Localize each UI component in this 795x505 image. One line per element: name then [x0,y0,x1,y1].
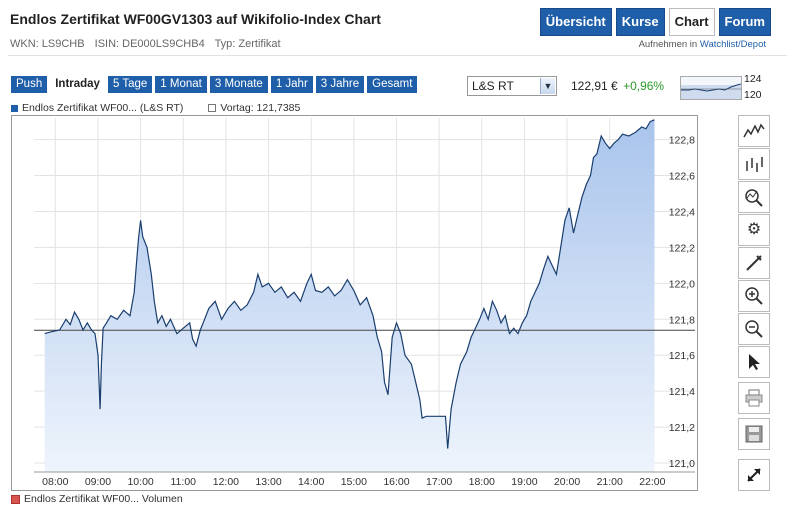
x-tick-label: 17:00 [426,476,452,488]
indicator-icon[interactable] [738,181,770,213]
y-tick-label: 121,8 [669,314,695,326]
draw-icon[interactable] [738,247,770,279]
mini-chart-svg [681,83,742,99]
x-tick-label: 18:00 [469,476,495,488]
y-tick-label: 122,6 [669,171,695,183]
x-tick-label: 20:00 [554,476,580,488]
tab-5-tage[interactable]: 5 Tage [107,76,153,93]
previous-swatch [208,104,217,113]
y-tick-label: 122,4 [669,206,695,218]
wkn-label: WKN: LS9CHB [10,38,85,50]
x-tick-label: 19:00 [511,476,537,488]
zoom-out-icon[interactable] [738,313,770,345]
price-chart-svg: 08:00 09:00 10:00 11:00 12:00 13:00 14:00 15:00… [34,118,695,488]
x-tick-label: 09:00 [85,476,111,488]
series-area [44,119,655,473]
tab-push[interactable]: Push [11,76,48,93]
x-tick-label: 11:00 [171,476,197,488]
nav-chart-button[interactable]: Chart [668,8,715,36]
x-tick-label: 22:00 [639,476,665,488]
mini-chart-high: 124 [744,73,762,85]
x-tick-label: 14:00 [298,476,324,488]
watchlist-link[interactable]: Watchlist/Depot [699,39,766,50]
nav-forum-button[interactable]: Forum [718,8,771,36]
volume-swatch [11,494,20,504]
exchange-select-value: L&S RT [472,79,514,93]
quote-change: +0,96% [623,79,665,93]
volume-legend: Endlos Zertifikat WF00... Volumen [11,493,183,505]
security-meta: WKN: LS9CHB ISIN: DE000LS9CHB4 Typ: Zert… [10,38,288,50]
tab-1-monat[interactable]: 1 Monat [155,76,207,93]
settings-icon[interactable]: ⚙ [738,214,770,246]
legend-series: Endlos Zertifikat WF00... (L&S RT) [22,102,184,114]
zoom-in-icon[interactable] [738,280,770,312]
x-tick-label: 08:00 [42,476,68,488]
y-tick-label: 121,6 [669,350,695,362]
x-tick-label: 21:00 [597,476,623,488]
x-tick-label: 16:00 [383,476,409,488]
tab-3-jahre[interactable]: 3 Jahre [315,76,365,93]
y-tick-label: 121,4 [669,386,695,398]
x-tick-label: 12:00 [213,476,239,488]
chevron-down-icon[interactable]: ▼ [540,78,555,94]
tab-1-jahr[interactable]: 1 Jahr [270,76,313,93]
tab-3-monate[interactable]: 3 Monate [209,76,268,93]
timeframe-tabs: Push Intraday 5 Tage 1 Monat 3 Monate 1 … [11,76,418,93]
line-chart-icon[interactable] [738,115,770,147]
header-divider [8,55,787,56]
ohlc-chart-icon[interactable] [738,148,770,180]
y-tick-label: 122,2 [669,242,695,254]
page-title: Endlos Zertifikat WF00GV1303 auf Wikifol… [10,11,381,27]
mini-overview-chart[interactable] [680,76,742,100]
series-line [44,119,655,449]
series-swatch [11,104,18,112]
y-tick-label: 122,0 [669,278,695,290]
type-label: Typ: Zertifikat [214,38,281,50]
y-tick-label: 122,8 [669,135,695,147]
chart-legend: Endlos Zertifikat WF00... (L&S RT) Vorta… [11,102,300,114]
tab-intraday[interactable]: Intraday [50,76,105,93]
x-tick-label: 13:00 [255,476,281,488]
x-tick-label: 15:00 [341,476,367,488]
pointer-icon[interactable] [738,346,770,378]
price-chart[interactable]: 08:00 09:00 10:00 11:00 12:00 13:00 14:00 15:00… [11,115,698,491]
quote-display: 122,91 € +0,96% [571,79,664,93]
quote-price: 122,91 € [571,79,618,93]
top-navigation: Übersicht Kurse Chart Forum [539,8,771,36]
watchlist-hint: Aufnehmen in Watchlist/Depot [639,39,766,50]
legend-previous: Vortag: 121,7385 [220,102,301,114]
nav-kurse-button[interactable]: Kurse [615,8,665,36]
mini-chart-low: 120 [744,89,762,101]
watchlist-prefix: Aufnehmen in [638,39,698,50]
isin-label: ISIN: DE000LS9CHB4 [94,38,205,50]
x-tick-label: 10:00 [127,476,153,488]
tab-gesamt[interactable]: Gesamt [367,76,418,93]
fullscreen-icon[interactable] [738,459,770,491]
y-tick-label: 121,2 [669,422,695,434]
exchange-select[interactable]: L&S RT ▼ [467,76,557,96]
nav-uebersicht-button[interactable]: Übersicht [539,8,612,36]
save-icon[interactable] [738,418,770,450]
y-tick-label: 121,0 [669,458,695,470]
print-icon[interactable] [738,382,770,414]
legend-volume: Endlos Zertifikat WF00... Volumen [24,493,183,505]
